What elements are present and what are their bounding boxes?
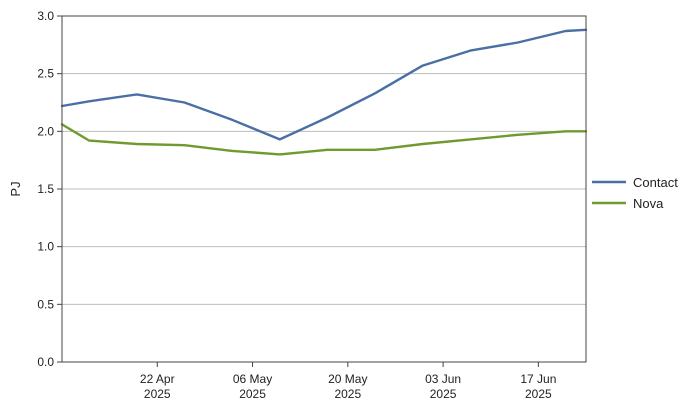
y-tick-label: 2.0	[37, 124, 54, 138]
x-tick-label-line: 2025	[144, 387, 171, 401]
x-tick-label-line: 2025	[334, 387, 361, 401]
x-tick-label: 22 Apr 2025	[140, 372, 175, 401]
x-tick-label-line: 03 Jun	[425, 372, 461, 386]
x-tick-label-line: 2025	[525, 387, 552, 401]
x-tick-label-line: 2025	[239, 387, 266, 401]
grid-lines	[62, 73, 586, 305]
x-tick-label: 20 May 2025	[328, 372, 367, 401]
x-tick-label-line: 06 May	[233, 372, 272, 386]
series-layer	[60, 28, 588, 156]
y-tick-label: 1.0	[37, 240, 54, 254]
x-tick-label-line: 22 Apr	[140, 372, 175, 386]
x-tick-label: 03 Jun 2025	[425, 372, 461, 401]
legend: Contact Nova	[592, 175, 678, 211]
y-tick-label: 0.5	[37, 297, 54, 311]
series-line-nova	[60, 123, 588, 156]
y-axis-label: PJ	[8, 181, 23, 196]
y-axis: 0.0 0.5 1.0 1.5 2.0 2.5 3.0	[37, 9, 62, 369]
series-line-contact	[60, 28, 588, 141]
y-tick-label: 0.0	[37, 355, 54, 369]
y-tick-label: 1.5	[37, 182, 54, 196]
y-tick-label: 2.5	[37, 67, 54, 81]
y-tick-label: 3.0	[37, 9, 54, 23]
x-tick-label-line: 17 Jun	[520, 372, 556, 386]
x-tick-label-line: 20 May	[328, 372, 367, 386]
x-tick-label: 17 Jun 2025	[520, 372, 556, 401]
legend-label: Contact	[633, 175, 678, 190]
x-tick-label-line: 2025	[430, 387, 457, 401]
legend-label: Nova	[633, 196, 664, 211]
x-tick-label: 06 May 2025	[233, 372, 272, 401]
